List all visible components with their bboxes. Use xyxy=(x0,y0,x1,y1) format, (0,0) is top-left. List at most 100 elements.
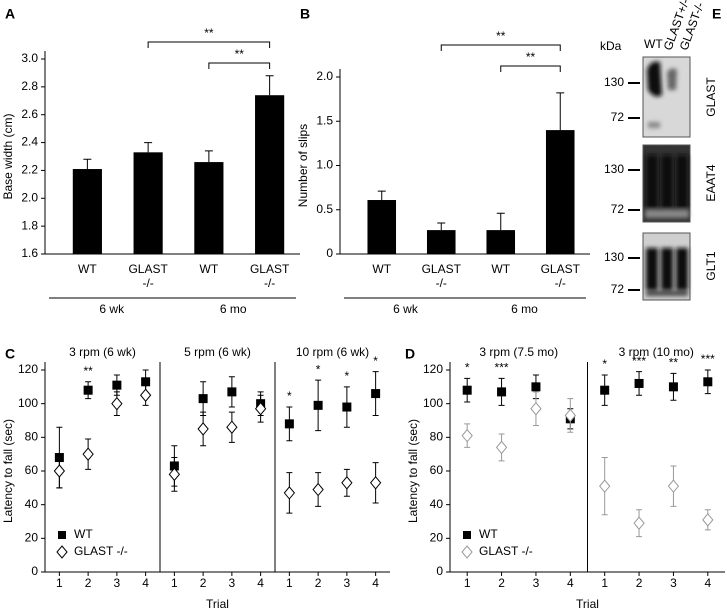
x-tick-label: GLAST -/- xyxy=(421,262,461,290)
x-tick-label: 4 xyxy=(257,576,264,590)
y-tick-label: 2.4 xyxy=(21,135,38,149)
significance-label: ** xyxy=(83,364,93,378)
error-bar xyxy=(556,92,565,131)
significance-label: ** xyxy=(496,29,506,43)
bar xyxy=(367,200,397,254)
data-point xyxy=(461,428,473,443)
panel-letter: D xyxy=(405,346,415,362)
x-tick-label: 2 xyxy=(200,576,207,590)
blot-name: GLAST xyxy=(704,77,718,117)
data-point xyxy=(462,385,472,395)
data-point xyxy=(495,440,508,455)
x-tick-label: 1 xyxy=(601,576,608,590)
marker-label: 130 xyxy=(604,250,624,264)
data-point xyxy=(198,394,208,404)
data-point xyxy=(600,385,610,395)
panel-letter: B xyxy=(300,6,310,22)
error-bar xyxy=(204,150,213,163)
x-tick-label: GLAST -/- xyxy=(128,262,168,290)
x-axis-label: Trial xyxy=(576,597,599,611)
x-tick-label-box: GLAST -/- xyxy=(540,262,580,290)
significance-bracket xyxy=(500,65,561,72)
bar xyxy=(72,169,102,254)
panel-letter: A xyxy=(5,6,15,22)
significance-label: ** xyxy=(669,356,679,370)
y-tick-label: 1.0 xyxy=(316,158,333,172)
y-axis-label: Latency to fall (sec) xyxy=(406,419,420,523)
y-tick-label: 0 xyxy=(326,246,333,260)
data-point xyxy=(313,400,323,410)
x-tick-label: 2 xyxy=(498,576,505,590)
bands xyxy=(647,61,677,128)
legend-marker xyxy=(461,545,473,559)
bar xyxy=(426,230,456,254)
y-tick-label: 120 xyxy=(18,362,38,376)
y-tick-label: 2.2 xyxy=(21,163,38,177)
marker-label: 72 xyxy=(611,110,625,124)
y-tick-label: 120 xyxy=(423,362,443,376)
lane-label: WT xyxy=(644,37,663,51)
panel-letter: C xyxy=(5,346,15,362)
facet-title: 10 rpm (6 wk) xyxy=(296,345,369,359)
legend-label: WT xyxy=(74,527,93,541)
data-point xyxy=(139,388,152,403)
significance-label: * xyxy=(345,369,350,383)
data-point xyxy=(312,482,324,497)
y-tick-label: 40 xyxy=(25,497,39,511)
legend-marker xyxy=(58,531,66,539)
x-tick-label: 3 xyxy=(533,576,540,590)
significance-bracket xyxy=(440,44,561,51)
marker-label: 130 xyxy=(604,162,624,176)
data-point xyxy=(83,385,93,395)
marker-label: 72 xyxy=(611,282,625,296)
y-axis-label: Latency to fall (sec) xyxy=(1,419,15,523)
x-tick-label-box: GLAST -/- xyxy=(421,262,461,290)
legend-marker xyxy=(56,545,68,559)
data-point xyxy=(703,377,713,387)
x-tick-label-box: WT xyxy=(78,262,97,276)
data-point xyxy=(497,387,507,397)
x-tick-label-box: GLAST -/- xyxy=(250,262,289,290)
group-label: 6 wk xyxy=(393,302,419,316)
data-point xyxy=(168,467,181,482)
y-tick-label: 2.0 xyxy=(316,69,333,83)
x-tick-label: 1 xyxy=(171,576,178,590)
legend-marker xyxy=(463,531,471,539)
western-blot: E kDa WT GLAST+/- GLAST-/- 130 72 130 72… xyxy=(600,0,721,301)
marker-label: 130 xyxy=(604,75,624,89)
x-tick-label: 4 xyxy=(372,576,379,590)
x-tick-label: 3 xyxy=(114,576,121,590)
data-point xyxy=(141,377,151,387)
x-tick-label: GLAST -/- xyxy=(540,262,580,290)
data-point xyxy=(111,396,123,411)
y-tick-label: 3.0 xyxy=(21,51,38,65)
x-tick-label: WT xyxy=(78,262,97,276)
data-point xyxy=(82,447,94,461)
y-axis-label: Base width (cm) xyxy=(1,113,15,199)
x-tick-label: WT xyxy=(372,262,392,276)
data-point xyxy=(112,380,122,390)
data-point xyxy=(369,476,382,490)
data-point xyxy=(668,382,678,392)
data-point xyxy=(341,476,353,490)
significance-label: * xyxy=(373,354,378,368)
blot-name: GLT1 xyxy=(704,251,718,280)
x-tick-label: 3 xyxy=(344,576,351,590)
error-bar xyxy=(83,158,92,170)
data-point xyxy=(531,382,541,392)
significance-label: * xyxy=(316,362,321,376)
facet-title: 3 rpm (6 wk) xyxy=(69,345,136,359)
significance-label: ** xyxy=(235,47,245,61)
y-tick-label: 0.5 xyxy=(316,202,333,216)
significance-label: *** xyxy=(632,354,646,368)
data-point xyxy=(530,401,542,416)
data-point xyxy=(564,408,576,423)
group-label: 6 mo xyxy=(220,302,247,316)
significance-label: * xyxy=(465,361,470,375)
unit-label: kDa xyxy=(600,39,622,53)
error-bar xyxy=(437,222,446,231)
data-point xyxy=(197,422,209,436)
x-tick-label: WT xyxy=(491,262,511,276)
y-tick-label: 2.8 xyxy=(21,79,38,93)
